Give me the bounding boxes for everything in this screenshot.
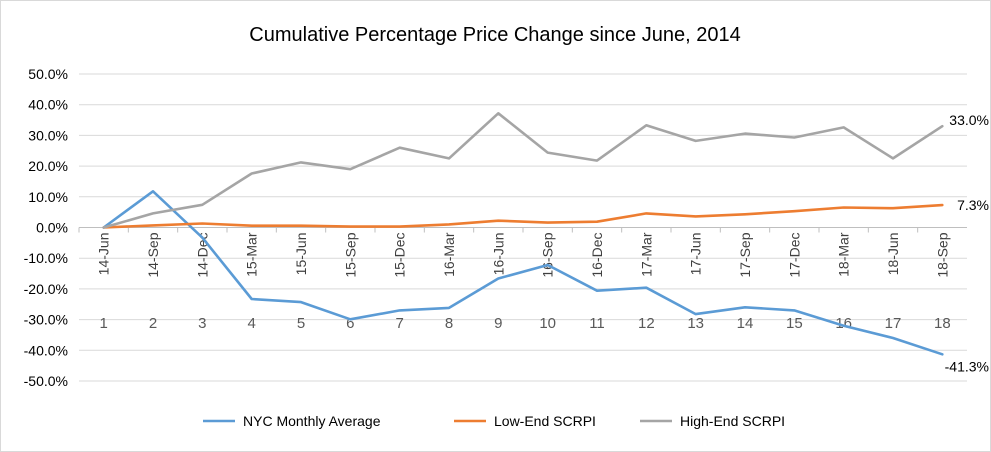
x-tick-label: 17-Jun xyxy=(688,233,704,276)
x-index-label: 15 xyxy=(786,315,803,332)
x-index-label: 3 xyxy=(198,315,206,332)
x-index-label: 8 xyxy=(445,315,453,332)
x-tick-label: 15-Sep xyxy=(342,232,358,277)
y-tick-label: 40.0% xyxy=(28,97,68,113)
y-tick-label: 0.0% xyxy=(36,220,68,236)
x-tick-label: 17-Sep xyxy=(737,232,753,277)
y-tick-label: 50.0% xyxy=(28,66,68,82)
x-tick-label: 16-Jun xyxy=(490,233,506,276)
x-index-label: 5 xyxy=(297,315,305,332)
x-index-label: 17 xyxy=(885,315,902,332)
x-index-label: 6 xyxy=(346,315,354,332)
end-labels: -41.3% 7.3% 33.0% xyxy=(945,112,989,374)
series-line-1 xyxy=(102,190,944,356)
x-tick-label: 17-Mar xyxy=(638,232,654,277)
x-tick-label: 14-Sep xyxy=(145,232,161,277)
y-tick-label: -20.0% xyxy=(24,281,68,297)
x-tick-label: 18-Sep xyxy=(934,232,950,277)
legend-label: NYC Monthly Average xyxy=(243,413,381,429)
x-tick-label: 15-Mar xyxy=(244,232,260,277)
y-axis-ticks: 50.0% 40.0% 30.0% 20.0% 10.0% 0.0% -10.0% -20.0… xyxy=(24,66,68,389)
x-index-label: 13 xyxy=(687,315,704,332)
y-tick-label: -50.0% xyxy=(24,373,68,389)
x-tick-label: 14-Jun xyxy=(96,233,112,276)
y-tick-label: 30.0% xyxy=(28,127,68,143)
x-tick-label: 15-Jun xyxy=(293,233,309,276)
x-tick-label: 16-Sep xyxy=(540,232,556,277)
x-index-label: 1 xyxy=(99,315,107,332)
x-index-label: 18 xyxy=(934,315,951,332)
x-index-label: 2 xyxy=(149,315,157,332)
series-lines xyxy=(102,112,944,356)
x-tick-label: 16-Mar xyxy=(441,232,457,277)
legend-label: High-End SCRPI xyxy=(680,413,785,429)
chart-title: Cumulative Percentage Price Change since… xyxy=(249,24,740,46)
x-index-label: 7 xyxy=(395,315,403,332)
y-tick-label: -40.0% xyxy=(24,342,68,358)
legend-label: Low-End SCRPI xyxy=(494,413,596,429)
x-tick-label: 18-Jun xyxy=(885,233,901,276)
x-tick-label: 15-Dec xyxy=(392,233,408,278)
x-axis-ticks: 14-Jun114-Sep214-Dec315-Mar415-Jun515-Se… xyxy=(78,227,951,332)
series-end-label: 7.3% xyxy=(957,197,989,213)
series-line-2 xyxy=(102,203,944,229)
y-tick-label: 20.0% xyxy=(28,158,68,174)
y-tick-label: -10.0% xyxy=(24,250,68,266)
x-index-label: 14 xyxy=(737,315,754,332)
y-tick-label: -30.0% xyxy=(24,312,68,328)
legend: NYC Monthly Average Low-End SCRPI High-End… xyxy=(203,413,785,429)
x-index-label: 10 xyxy=(539,315,556,332)
x-index-label: 4 xyxy=(247,315,255,332)
x-tick-label: 16-Dec xyxy=(589,233,605,278)
x-index-label: 11 xyxy=(589,315,605,332)
x-tick-label: 18-Mar xyxy=(836,232,852,277)
x-tick-label: 17-Dec xyxy=(786,233,802,278)
x-index-label: 9 xyxy=(494,315,502,332)
series-end-label: 33.0% xyxy=(949,112,989,128)
series-line-3 xyxy=(102,112,944,229)
y-tick-label: 10.0% xyxy=(28,189,68,205)
x-index-label: 12 xyxy=(638,315,655,332)
series-end-label: -41.3% xyxy=(945,358,989,374)
